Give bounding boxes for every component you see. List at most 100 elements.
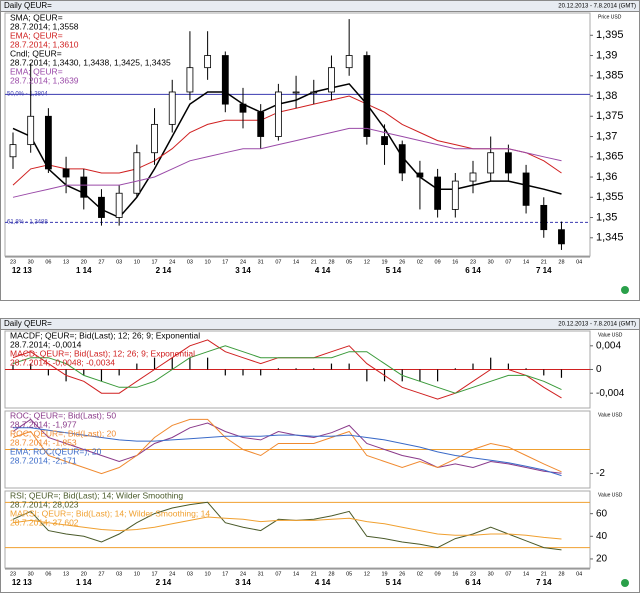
x-tick-label: 30 [28,259,34,265]
legend-value: 28.7.2014; 1,3610 [10,39,79,49]
axis-label: Value USD [598,412,623,418]
histogram-bar [437,369,439,382]
x-tick-label: 05 [346,259,352,265]
candle-body [80,176,88,198]
month-label: 6 14 [465,578,481,587]
x-tick-label: 17 [151,259,157,265]
month-label: 5 14 [386,266,402,275]
y-tick-label: 0 [596,364,602,375]
x-tick-label: 27 [98,259,104,265]
x-tick-label: 06 [45,259,51,265]
candle-body [186,67,194,93]
x-tick-label: 30 [488,259,494,265]
x-tick-label: 06 [45,571,51,577]
x-tick-label: 21 [311,571,317,577]
candle-body [310,91,318,94]
x-tick-label: 19 [381,259,387,265]
x-tick-label: 07 [505,259,511,265]
histogram-bar [348,363,350,370]
axis-label: Value USD [598,492,623,498]
legend-value: 28.7.2014; 1,3430, 1,3438, 1,3425, 1,343… [10,57,171,67]
legend-name: ROC; QEUR=; Bid(Last); 20 [10,428,116,438]
x-tick-label: 26 [399,571,405,577]
x-tick-label: 16 [452,571,458,577]
x-tick-label: 07 [275,571,281,577]
window-title: Daily QEUR= [4,1,52,10]
candle-body [469,172,477,182]
x-tick-label: 23 [470,571,476,577]
x-tick-label: 13 [63,571,69,577]
plot-frame [4,490,591,569]
histogram-bar [118,369,120,376]
candle-body [168,91,176,125]
x-tick-label: 16 [452,259,458,265]
candle-body [522,172,530,206]
x-tick-label: 30 [488,571,494,577]
title-bar [0,318,640,330]
histogram-bar [136,363,138,370]
histogram-bar [525,368,527,370]
x-tick-label: 28 [328,259,334,265]
candle-body [9,144,17,158]
candle-body [151,123,158,154]
x-tick-label: 12 [364,259,370,265]
month-label: 2 14 [156,578,172,587]
series-line [13,427,562,477]
x-tick-label: 23 [10,259,16,265]
y-tick-label: 1,395 [596,29,624,41]
legend-value: 28.7.2014; 1,3639 [10,75,79,85]
legend-name: SMA; QEUR= [10,12,63,22]
y-tick-label: 1,35 [596,211,617,223]
series-line [12,418,562,474]
x-tick-label: 31 [258,259,264,265]
x-tick-label: 21 [541,259,547,265]
x-tick-label: 09 [435,571,441,577]
histogram-bar [30,363,32,370]
histogram-bar [224,369,226,376]
month-label: 6 14 [465,266,481,275]
histogram-bar [313,368,315,370]
histogram-bar [366,369,368,382]
histogram-bar [490,357,492,370]
y-tick-label: -0,004 [596,388,625,399]
x-tick-label: 21 [311,259,317,265]
candle-body [558,229,565,245]
y-tick-label: 1,37 [596,130,617,142]
series-line [12,127,562,198]
x-tick-label: 07 [505,571,511,577]
month-label: 7 14 [536,578,552,587]
x-tick-label: 03 [187,571,193,577]
x-tick-label: 24 [169,571,175,577]
y-tick-label: 1,36 [596,171,617,183]
axis-label: Price USD [598,14,622,20]
x-tick-label: 10 [205,259,211,265]
candle-body [274,91,282,137]
month-label: 2 14 [156,266,172,275]
y-tick-label: 0,004 [596,340,621,351]
candle-body [328,67,335,93]
x-tick-label: 17 [222,259,228,265]
candle-body [27,115,35,146]
x-tick-label: 04 [576,571,582,577]
reference-label: 50,0% - 1,3804 [7,91,48,97]
series-line [12,345,562,394]
legend-value: 28.7.2014; 37,602 [10,517,79,527]
x-tick-label: 04 [576,259,582,265]
histogram-bar [47,369,49,376]
histogram-bar [472,363,474,370]
histogram-bar [83,369,85,376]
legend-name: MACD; QEUR=; Bid(Last); 12; 26; 9; Expon… [10,348,195,358]
legend-value: 28.7.2014; -2,171 [10,455,77,465]
window-title: Daily QEUR= [4,319,52,328]
month-label: 3 14 [235,266,251,275]
x-tick-label: 02 [417,259,423,265]
x-tick-label: 17 [151,571,157,577]
legend-name: Cndl; QEUR= [10,48,62,58]
legend-value: 28.7.2014; -1,977 [10,419,77,429]
y-tick-label: 1,345 [596,232,624,244]
candle-body [133,152,141,194]
series-line [12,516,562,540]
x-tick-label: 07 [275,259,281,265]
histogram-bar [330,363,333,370]
